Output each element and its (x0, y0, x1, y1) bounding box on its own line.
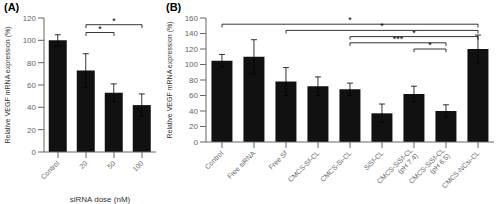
svg-text:CMCS-Si-CL: CMCS-Si-CL (319, 149, 353, 183)
svg-text:*: * (112, 16, 116, 26)
svg-text:140: 140 (185, 29, 199, 38)
svg-text:*: * (348, 15, 352, 25)
svg-text:120: 120 (23, 14, 37, 23)
svg-text:40: 40 (27, 103, 36, 112)
svg-text:100: 100 (23, 36, 37, 45)
svg-text:*: * (428, 40, 432, 50)
svg-text:CMCS-Sf-CL: CMCS-Sf-CL (287, 149, 321, 183)
svg-text:***: *** (393, 34, 404, 44)
svg-text:60: 60 (189, 91, 198, 100)
svg-text:Relative VEGF mRNA expression: Relative VEGF mRNA expression (%) (166, 21, 174, 138)
svg-text:SiSf-CL: SiSf-CL (362, 149, 384, 171)
svg-text:20: 20 (27, 126, 36, 135)
svg-text:Control: Control (40, 159, 61, 180)
svg-text:20: 20 (78, 159, 89, 170)
svg-text:100: 100 (185, 60, 199, 69)
svg-text:CMCS-SiSf-CL(pH 7.4): CMCS-SiSf-CL(pH 7.4) (375, 147, 419, 191)
svg-text:80: 80 (189, 76, 198, 85)
svg-text:siRNA dose (nM): siRNA dose (nM) (70, 195, 131, 204)
svg-text:Relative VEGF mRNA expression: Relative VEGF mRNA expression (%) (8, 26, 12, 143)
svg-text:60: 60 (27, 81, 36, 90)
svg-text:50: 50 (106, 159, 117, 170)
svg-text:*: * (380, 21, 384, 31)
svg-text:20: 20 (189, 122, 198, 131)
svg-text:80: 80 (27, 59, 36, 68)
svg-text:0: 0 (32, 148, 37, 157)
svg-text:Free siRNA: Free siRNA (226, 149, 257, 180)
svg-text:Free Sf: Free Sf (267, 149, 288, 170)
svg-text:CMCS-NCsi-CL: CMCS-NCsi-CL (441, 149, 481, 189)
svg-text:Control: Control (204, 149, 225, 170)
svg-text:40: 40 (189, 107, 198, 116)
svg-text:100: 100 (131, 159, 144, 172)
svg-text:*: * (412, 28, 416, 38)
svg-text:120: 120 (185, 45, 199, 54)
svg-text:*: * (98, 24, 102, 34)
svg-text:0: 0 (194, 138, 199, 147)
svg-text:160: 160 (185, 14, 199, 23)
